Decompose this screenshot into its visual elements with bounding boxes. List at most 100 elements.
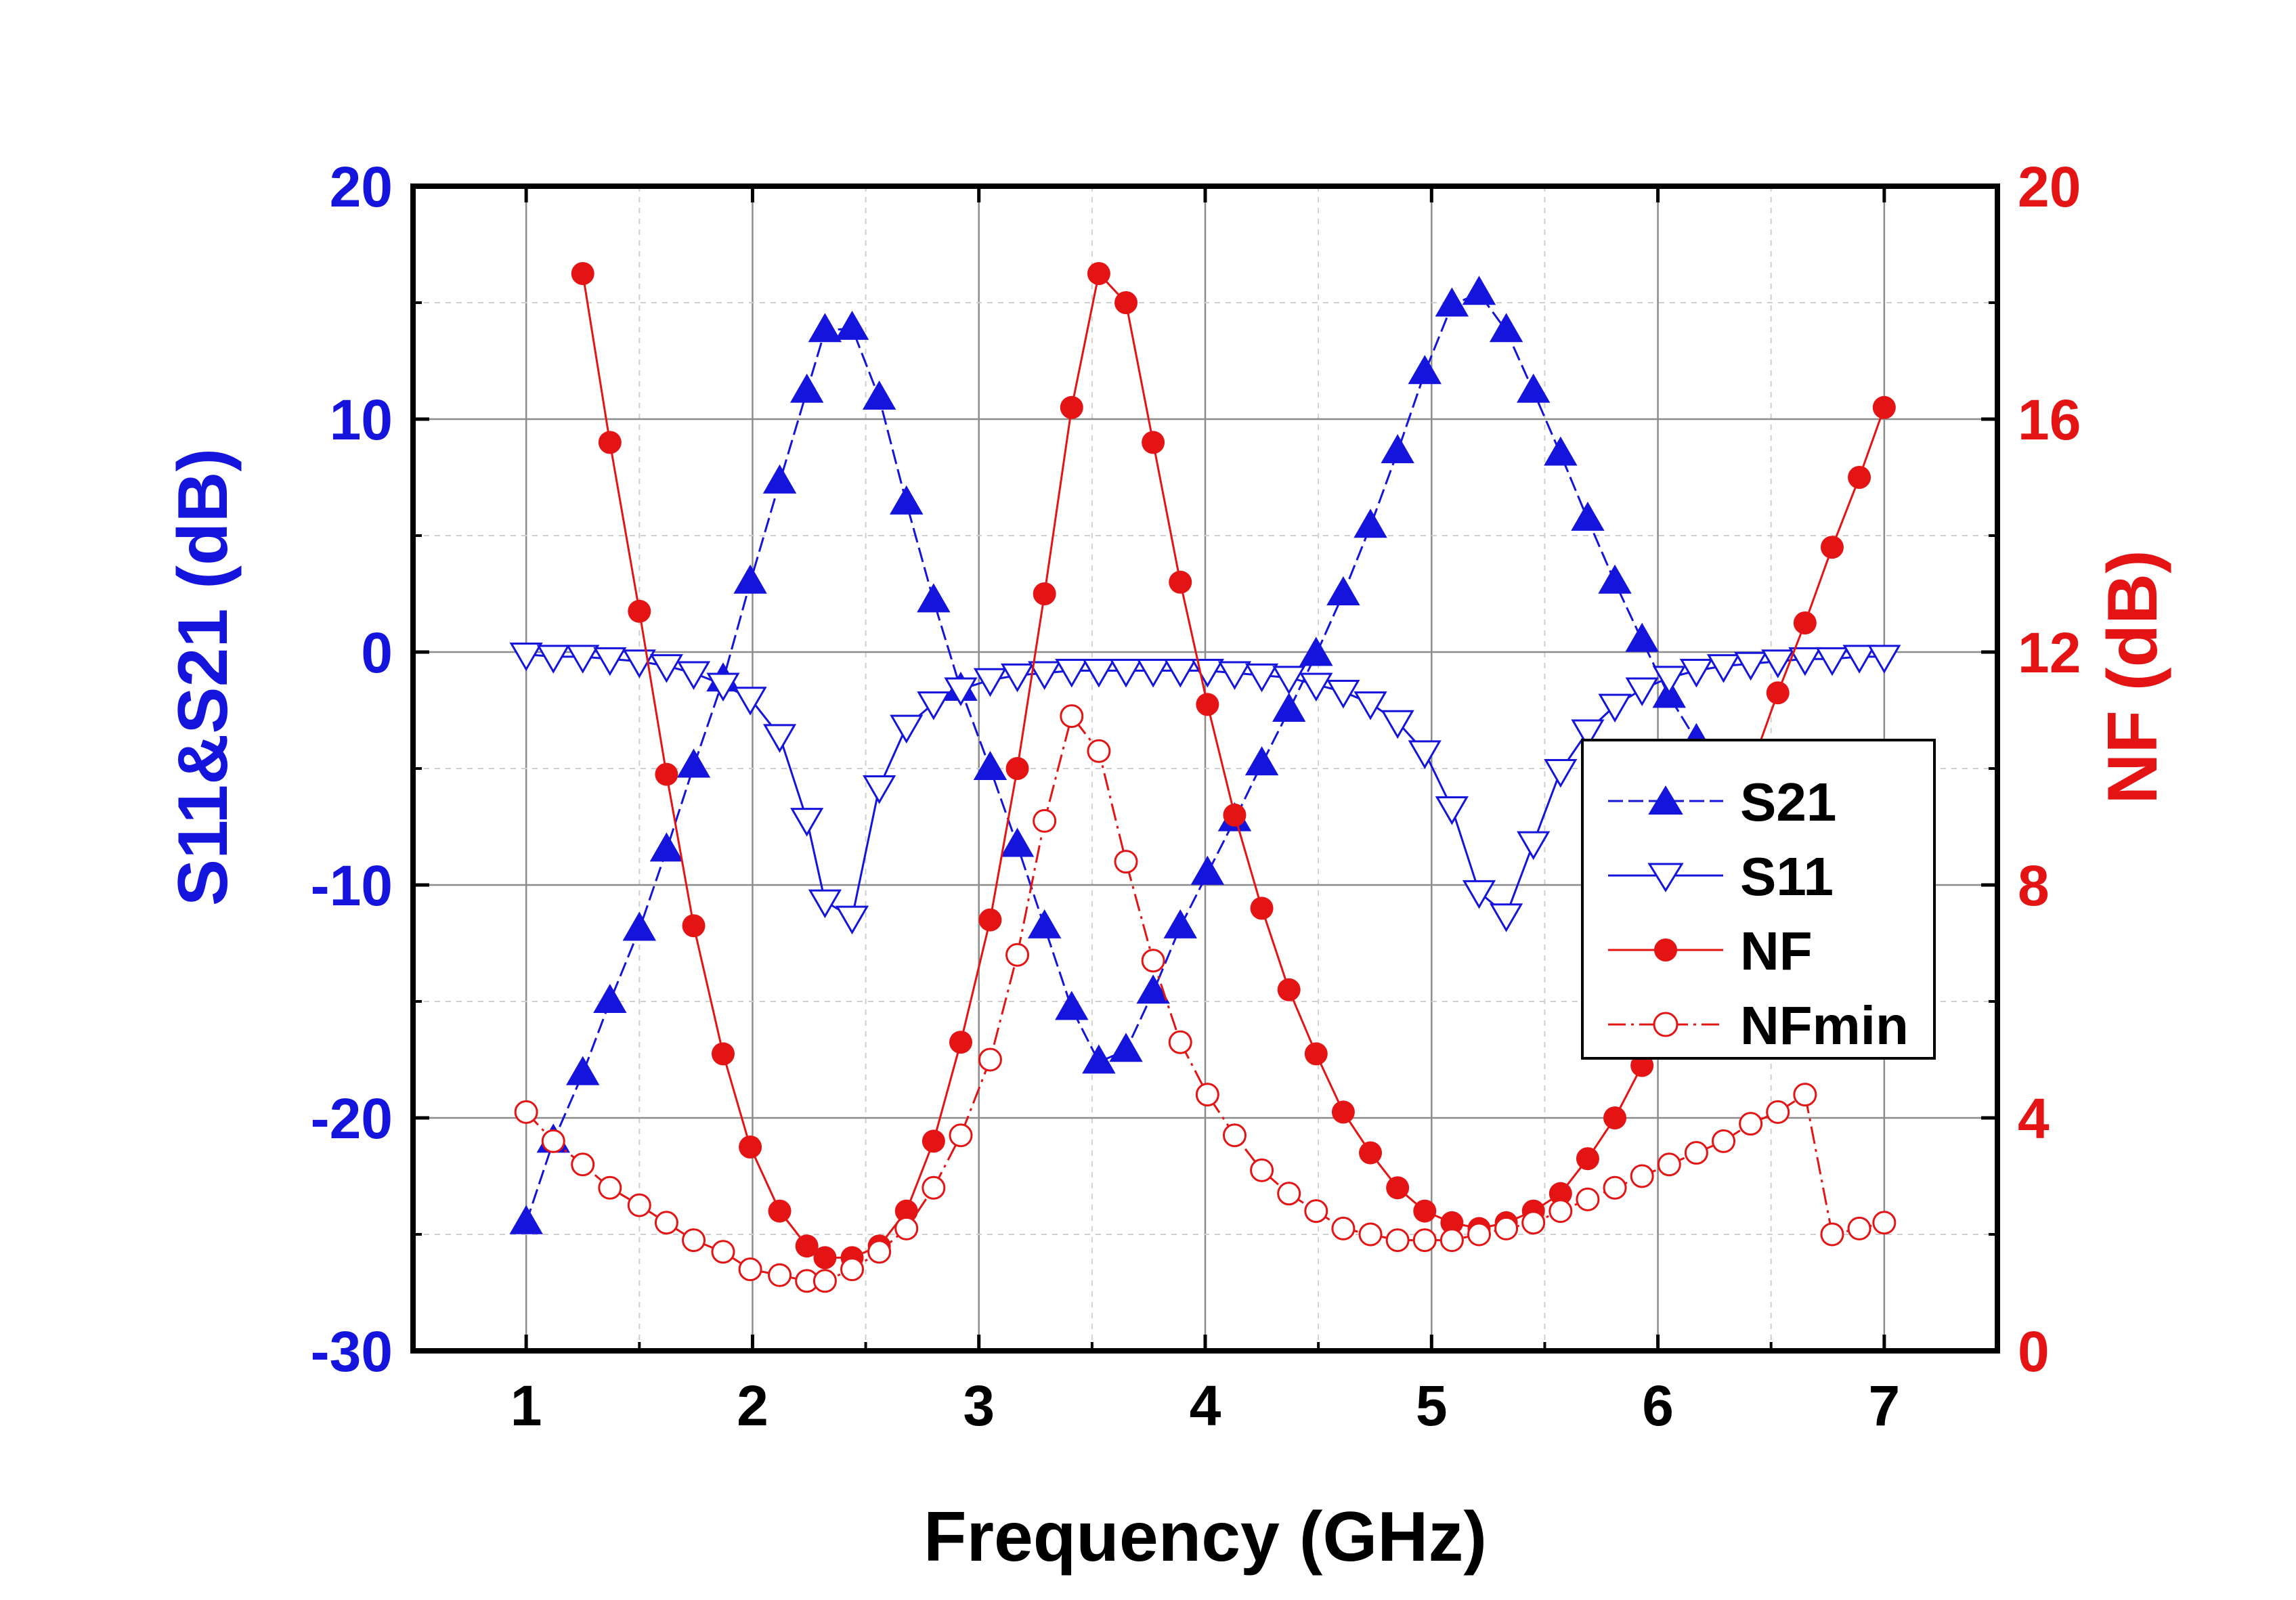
point-s11: [1571, 719, 1605, 748]
y-left-tick-label: 10: [330, 388, 393, 452]
point-nf: [1603, 1106, 1627, 1129]
point-nfmin: [1872, 1211, 1897, 1235]
point-nfmin: [1195, 1083, 1219, 1107]
legend-marker-nfmin: [1653, 1012, 1678, 1037]
point-nf: [628, 599, 651, 623]
point-s21: [1055, 991, 1089, 1020]
y-left-tick-label: -30: [311, 1320, 393, 1383]
point-nfmin: [1766, 1100, 1790, 1124]
point-s21: [1571, 501, 1605, 531]
point-s11: [1109, 659, 1143, 688]
point-nfmin: [922, 1175, 946, 1200]
point-s11: [706, 672, 740, 702]
y-right-tick-label: 12: [2018, 621, 2081, 685]
point-nf: [711, 1042, 735, 1066]
point-nf: [768, 1199, 792, 1223]
point-s11: [1815, 647, 1849, 676]
point-s21: [1598, 564, 1632, 594]
point-s11: [676, 661, 711, 690]
point-s11: [808, 889, 842, 919]
point-nfmin: [1168, 1030, 1192, 1054]
point-s11: [1679, 659, 1714, 688]
point-nfmin: [867, 1240, 892, 1264]
y-right-tick-label: 16: [2018, 388, 2081, 452]
point-s21: [1299, 636, 1333, 666]
point-nf: [739, 1136, 762, 1159]
point-s11: [1544, 758, 1578, 788]
point-nf: [1331, 1100, 1355, 1124]
point-s21: [1353, 509, 1387, 538]
point-s11: [1598, 693, 1632, 723]
point-nfmin: [1087, 739, 1111, 763]
point-s11: [1055, 659, 1089, 688]
point-s21: [593, 983, 627, 1013]
x-tick-label: 1: [511, 1374, 542, 1437]
point-nf: [1820, 536, 1844, 559]
point-s11: [1299, 672, 1333, 702]
point-s21: [1190, 855, 1225, 885]
point-s21: [808, 313, 842, 343]
point-nfmin: [1412, 1228, 1437, 1253]
point-s11: [1625, 677, 1659, 707]
point-s21: [789, 373, 824, 403]
point-nfmin: [1304, 1199, 1328, 1224]
point-nf: [894, 1199, 918, 1223]
point-nf: [1114, 291, 1138, 314]
point-s21: [1435, 287, 1469, 317]
point-s21: [973, 750, 1008, 780]
point-nfmin: [571, 1152, 595, 1177]
point-s11: [1734, 651, 1768, 681]
point-nf: [1766, 681, 1790, 705]
point-s11: [1842, 645, 1876, 674]
point-s21: [1326, 576, 1360, 605]
point-nfmin: [1494, 1216, 1519, 1240]
point-s11: [1517, 831, 1551, 861]
x-tick-label: 5: [1416, 1374, 1448, 1437]
point-s21: [1163, 909, 1197, 938]
point-nf: [1630, 1054, 1654, 1077]
point-nf: [1033, 582, 1056, 605]
point-s21: [509, 1205, 543, 1234]
point-nf: [598, 431, 622, 454]
point-s11: [1435, 796, 1469, 825]
point-nfmin: [1222, 1123, 1247, 1148]
point-s21: [1462, 276, 1496, 305]
point-nfmin: [1005, 943, 1030, 967]
point-nf: [655, 762, 678, 786]
point-nfmin: [711, 1240, 735, 1264]
x-tick-label: 2: [737, 1374, 768, 1437]
point-s21: [1109, 1033, 1143, 1062]
point-s11: [1136, 659, 1170, 688]
point-s21: [565, 1056, 600, 1085]
point-nfmin: [949, 1123, 973, 1148]
point-s11: [1462, 880, 1496, 909]
point-nfmin: [541, 1129, 565, 1153]
x-tick-label: 7: [1868, 1374, 1900, 1437]
point-nfmin: [1033, 808, 1057, 833]
x-axis-title: Frequency (GHz): [924, 1498, 1487, 1576]
point-s21: [1027, 909, 1062, 938]
point-nfmin: [978, 1047, 1002, 1072]
point-nfmin: [1657, 1152, 1681, 1177]
point-s11: [917, 691, 951, 720]
point-s11: [1761, 649, 1795, 678]
y-left-tick-label: -10: [311, 854, 393, 917]
point-s11: [1272, 666, 1306, 695]
point-s11: [1867, 645, 1901, 674]
point-s11: [649, 654, 684, 683]
point-nf: [922, 1129, 945, 1153]
y-left-tick-label: 20: [330, 155, 393, 219]
point-nfmin: [840, 1257, 865, 1282]
point-s11: [733, 687, 767, 716]
point-nf: [1304, 1042, 1328, 1066]
point-s11: [566, 645, 600, 674]
y-left-tick-label: -20: [311, 1087, 393, 1150]
point-nfmin: [514, 1100, 538, 1124]
point-s11: [1408, 740, 1442, 769]
point-s21: [733, 564, 767, 594]
point-s11: [536, 645, 570, 674]
legend: S21 S11 NF NFmin: [1581, 739, 1936, 1060]
point-s11: [790, 808, 824, 837]
